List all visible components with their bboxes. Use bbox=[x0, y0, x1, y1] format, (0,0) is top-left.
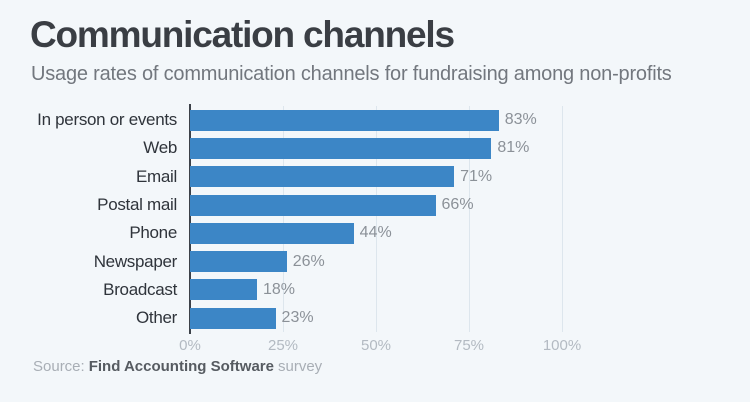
value-label: 71% bbox=[460, 167, 493, 185]
gridline-100 bbox=[562, 106, 563, 333]
gridline-25 bbox=[283, 106, 284, 333]
value-label: 23% bbox=[281, 309, 314, 327]
value-label: 66% bbox=[441, 196, 474, 214]
bar bbox=[190, 222, 354, 244]
tick-label: 75% bbox=[453, 337, 485, 354]
tick-label: 100% bbox=[542, 337, 582, 354]
chart-title: Communication channels bbox=[30, 14, 455, 55]
bar-row: 44% bbox=[190, 219, 590, 247]
category-label: Other bbox=[135, 308, 177, 328]
bar-row: 71% bbox=[190, 163, 590, 191]
category-label: Broadcast bbox=[103, 279, 177, 299]
category-label: Newspaper bbox=[93, 251, 178, 271]
category-label: Email bbox=[135, 166, 177, 186]
bar bbox=[190, 307, 276, 329]
bar-row: 66% bbox=[190, 191, 590, 219]
bar-row: 18% bbox=[190, 276, 590, 304]
bar bbox=[190, 194, 436, 216]
bar bbox=[190, 279, 257, 301]
category-label: Phone bbox=[129, 223, 177, 243]
category-label: Postal mail bbox=[97, 195, 177, 215]
value-label: 81% bbox=[497, 139, 530, 157]
chart-subtitle: Usage rates of communication channels fo… bbox=[31, 63, 672, 85]
bar-row: 26% bbox=[190, 247, 590, 275]
source-prefix: Source: bbox=[33, 358, 85, 375]
tick-label: 25% bbox=[267, 337, 299, 354]
bar bbox=[190, 251, 287, 273]
bar bbox=[190, 137, 492, 159]
value-label: 44% bbox=[359, 224, 392, 242]
source-line: Source: Find Accounting Software survey bbox=[33, 358, 322, 375]
plot-area: 83% 81% 71% 66% 44% 26% 18% 23% bbox=[190, 106, 590, 333]
tick-label: 0% bbox=[179, 337, 201, 354]
bar-row: 81% bbox=[190, 134, 590, 162]
source-suffix: survey bbox=[277, 358, 323, 375]
category-label: In person or events bbox=[37, 110, 177, 130]
source-name: Find Accounting Software bbox=[88, 358, 274, 375]
category-labels: In person or events Web Email Postal mail Ph… bbox=[0, 106, 177, 332]
tick-label: 50% bbox=[360, 337, 392, 354]
bar bbox=[190, 109, 499, 131]
value-label: 83% bbox=[504, 111, 537, 129]
y-axis-line bbox=[189, 104, 191, 334]
value-label: 26% bbox=[292, 252, 325, 270]
bar-row: 23% bbox=[190, 304, 590, 332]
bar bbox=[190, 166, 455, 188]
bar-row: 83% bbox=[190, 106, 590, 134]
category-label: Web bbox=[143, 138, 177, 158]
value-label: 18% bbox=[262, 280, 295, 298]
gridline-75 bbox=[469, 106, 470, 333]
x-axis: 0% 25% 50% 75% 100% bbox=[0, 337, 750, 355]
gridline-50 bbox=[376, 106, 377, 333]
